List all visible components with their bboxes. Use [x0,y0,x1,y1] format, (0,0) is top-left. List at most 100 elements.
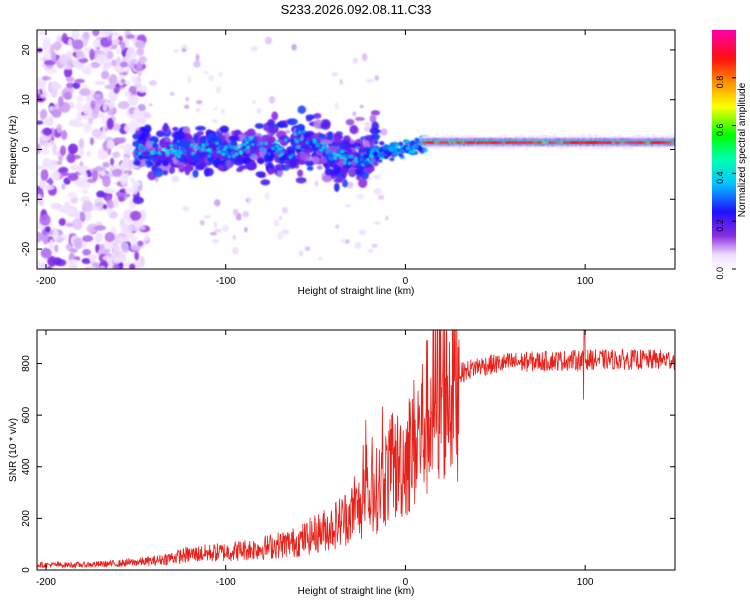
spectrogram-blob [373,221,382,225]
spectrogram-blob [371,121,379,131]
spectrogram-blob [281,229,290,235]
spectrogram-blob [71,30,80,40]
spectrogram-x-label: Height of straight line (km) [298,286,415,297]
spectrogram-blob [349,124,359,135]
spectrogram-blob [275,144,280,148]
spectrogram-blob [277,147,282,151]
spectrogram-blob [79,88,91,97]
spectrogram-blob [266,152,271,156]
spectrogram-blob [305,160,314,167]
spectrogram-blob [333,178,343,183]
colorbar-label: Normalized spectral amplitude [737,82,748,217]
spectrogram-blob [209,231,218,236]
spectrogram-blob [169,143,174,148]
spectrogram-blob [347,161,352,166]
spectrogram-blob [264,191,270,200]
spectrogram-blob [110,157,115,166]
spectrogram-blob [398,141,404,146]
spectrogram-blob [75,95,84,102]
spectrogram-blob [329,155,334,160]
spectrogram-blob [81,258,91,265]
spectrogram-blob [48,116,54,122]
spectrogram-blob [353,156,358,161]
spectrogram-blob [201,143,206,148]
spectrogram-blob [215,85,222,94]
spectrogram-blob [352,111,357,117]
spectrogram-blob [358,178,368,188]
spectrogram-blob [306,130,314,137]
spectrogram-blob [336,153,341,157]
spectrogram-blob [50,202,60,211]
spectrogram-blob [295,177,307,184]
y-tick-label: 10 [21,94,32,106]
spectrogram-x-axis: -200 -100 0 100 [36,30,594,287]
spectrogram-blob [353,168,363,174]
spectrogram-blob [363,139,370,150]
spectrogram-blob [139,225,146,231]
spectrogram-blob [109,74,118,86]
spectrogram-blob [120,78,126,84]
spectrogram-blob [219,125,229,133]
snr-x-label: Height of straight line (km) [298,586,415,597]
spectrogram-blob [209,136,218,143]
spectrogram-blob [86,150,91,157]
spectrogram-blob [176,161,185,167]
spectrogram-blob [213,107,218,111]
spectrogram-blob [377,194,385,200]
spectrogram-blob [143,124,152,133]
spectrogram-blob [392,152,398,157]
spectrogram-blob [258,151,267,156]
spectrogram-blob [60,129,68,140]
spectrogram-blob [195,53,200,62]
spectrogram-blob [71,39,84,50]
spectrogram-blob [99,265,106,269]
spectrogram-blob [213,220,218,229]
spectrogram-blob [235,146,240,151]
spectrogram-blob [70,196,79,204]
spectrogram-blob [358,229,367,236]
spectrogram-blob [47,255,56,268]
spectrogram-blob [115,254,128,263]
spectrogram-blob [573,141,586,144]
spectrogram-blob [267,167,274,175]
spectrogram-blob [148,161,155,166]
colorbar-gradient [712,30,736,269]
spectrogram-blob [342,160,347,165]
spectrogram-blob [102,255,111,261]
spectrogram-blob [128,94,139,107]
spectrogram-blob [305,140,310,145]
spectrogram-blob [321,145,326,150]
spectrogram-blob [414,137,420,142]
spectrogram-heatmap [37,30,675,269]
spectrogram-blob [106,200,115,209]
snr-x-axis: -200 -100 0 100 [36,330,594,588]
spectrogram-blob [331,72,339,77]
spectrogram-blob [269,126,278,134]
spectrogram-blob [123,123,136,134]
spectrogram-blob [107,100,115,110]
spectrogram-blob [317,133,326,139]
spectrogram-blob [238,149,243,154]
spectrogram-blob [94,225,106,231]
spectrogram-blob [176,139,181,144]
spectrogram-blob [246,161,257,171]
spectrogram-blob [264,141,269,146]
spectrogram-blob [269,95,276,104]
spectrogram-blob [230,151,235,155]
spectrogram-blob [67,38,73,47]
spectrogram-blob [78,138,85,149]
spectrogram-blob [673,141,675,144]
spectrogram-blob [75,101,83,111]
spectrogram-blob [245,140,250,145]
spectrogram-blob [82,235,94,242]
spectrogram-blob [97,152,109,160]
spectrogram-blob [313,112,322,119]
spectrogram-blob [61,183,66,190]
spectrogram-blob [79,161,84,167]
spectrogram-blob [112,197,120,209]
x-tick-label: 0 [403,276,409,287]
spectrogram-blob [242,210,250,218]
spectrogram-blob [82,188,88,195]
spectrogram-blob [314,180,319,187]
spectrogram-blob [91,262,100,268]
